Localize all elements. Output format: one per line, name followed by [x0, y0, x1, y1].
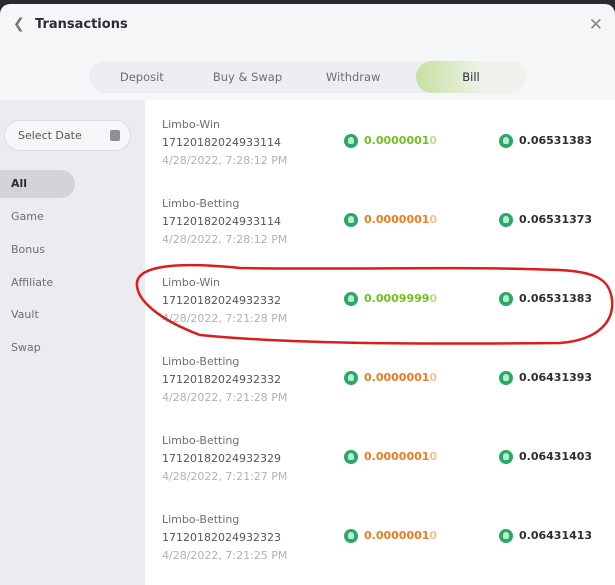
select-date-label: Select Date — [18, 129, 82, 142]
coin-icon — [499, 134, 513, 148]
transaction-time: 4/28/2022, 7:21:25 PM — [162, 549, 288, 562]
transaction-row[interactable]: Limbo-Betting 17120182024933114 4/28/202… — [145, 197, 615, 276]
transaction-row[interactable]: Limbo-Win 17120182024933114 4/28/2022, 7… — [145, 118, 615, 197]
tab-buy-swap[interactable]: Buy & Swap — [212, 70, 283, 84]
transaction-type: Limbo-Win — [162, 276, 221, 289]
tab-withdraw[interactable]: Withdraw — [325, 70, 381, 84]
transaction-row[interactable]: Limbo-Betting 17120182024932329 4/28/202… — [145, 434, 615, 513]
transaction-id: 17120182024932332 — [162, 373, 281, 386]
transaction-amount: 0.00000010 — [344, 450, 437, 464]
transaction-amount: 0.00099990 — [344, 292, 437, 306]
transaction-balance: 0.06531383 — [499, 292, 592, 306]
sidebar-item-affiliate[interactable]: Affiliate — [11, 276, 54, 289]
coin-icon — [344, 371, 358, 385]
transaction-id: 17120182024932332 — [162, 294, 281, 307]
transaction-balance: 0.06531383 — [499, 134, 592, 148]
coin-icon — [344, 134, 358, 148]
transaction-balance: 0.06431403 — [499, 450, 592, 464]
transaction-amount: 0.00000010 — [344, 529, 437, 543]
transaction-time: 4/28/2022, 7:28:12 PM — [162, 154, 288, 167]
coin-icon — [499, 292, 513, 306]
sidebar: Select Date All Game Bonus Affiliate Vau… — [0, 100, 145, 585]
transactions-modal: ❮ Transactions ✕ Deposit Buy & Swap With… — [0, 4, 615, 585]
chevron-left-icon[interactable]: ❮ — [13, 16, 25, 32]
transaction-list: Limbo-Win 17120182024933114 4/28/2022, 7… — [145, 100, 615, 585]
transaction-type: Limbo-Win — [162, 118, 221, 131]
transaction-id: 17120182024932329 — [162, 452, 281, 465]
transaction-row[interactable]: Limbo-Win 17120182024932332 4/28/2022, 7… — [145, 276, 615, 355]
transaction-time: 4/28/2022, 7:21:28 PM — [162, 391, 288, 404]
coin-icon — [344, 450, 358, 464]
coin-icon — [499, 213, 513, 227]
transaction-row[interactable]: Limbo-Betting 17120182024932332 4/28/202… — [145, 355, 615, 434]
tab-bar: Deposit Buy & Swap Withdraw Bill — [89, 61, 527, 93]
sidebar-item-game[interactable]: Game — [11, 210, 44, 223]
sidebar-item-swap[interactable]: Swap — [11, 341, 41, 354]
select-date-input[interactable]: Select Date — [4, 120, 131, 151]
transaction-amount: 0.00000010 — [344, 134, 437, 148]
transaction-row[interactable]: Limbo-Betting 17120182024932323 4/28/202… — [145, 513, 615, 585]
coin-icon — [344, 292, 358, 306]
coin-icon — [499, 450, 513, 464]
transaction-time: 4/28/2022, 7:21:27 PM — [162, 470, 288, 483]
calendar-icon — [110, 130, 120, 141]
transaction-type: Limbo-Betting — [162, 197, 240, 210]
transaction-balance: 0.06431413 — [499, 529, 592, 543]
page-title: Transactions — [35, 17, 128, 32]
sidebar-item-all[interactable]: All — [0, 170, 75, 198]
sidebar-item-bonus[interactable]: Bonus — [11, 243, 45, 256]
transaction-id: 17120182024932323 — [162, 531, 281, 544]
transaction-type: Limbo-Betting — [162, 355, 240, 368]
transaction-type: Limbo-Betting — [162, 434, 240, 447]
transaction-id: 17120182024933114 — [162, 215, 281, 228]
coin-icon — [344, 529, 358, 543]
tab-deposit[interactable]: Deposit — [119, 70, 164, 84]
close-icon[interactable]: ✕ — [588, 15, 603, 35]
transaction-type: Limbo-Betting — [162, 513, 240, 526]
sidebar-item-vault[interactable]: Vault — [11, 308, 39, 321]
modal-header: ❮ Transactions ✕ — [0, 4, 615, 49]
coin-icon — [499, 371, 513, 385]
transaction-id: 17120182024933114 — [162, 136, 281, 149]
transaction-amount: 0.00000010 — [344, 371, 437, 385]
transaction-balance: 0.06431393 — [499, 371, 592, 385]
transaction-time: 4/28/2022, 7:21:28 PM — [162, 312, 288, 325]
transaction-balance: 0.06531373 — [499, 213, 592, 227]
transaction-amount: 0.00000010 — [344, 213, 437, 227]
transaction-time: 4/28/2022, 7:28:12 PM — [162, 233, 288, 246]
tab-bill[interactable]: Bill — [416, 61, 527, 93]
coin-icon — [499, 529, 513, 543]
coin-icon — [344, 213, 358, 227]
